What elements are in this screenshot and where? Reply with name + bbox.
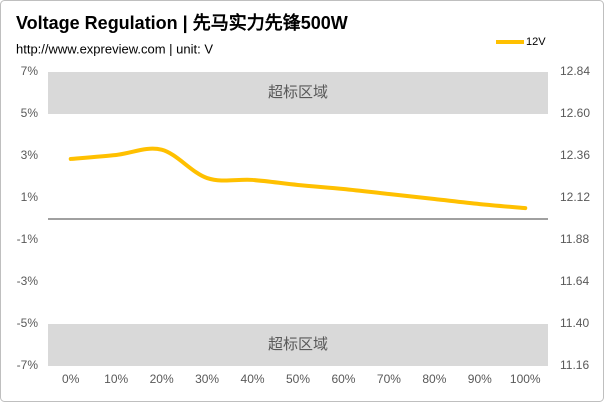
x-tick-label: 0% <box>62 372 80 386</box>
x-tick-label: 80% <box>422 372 446 386</box>
x-tick-label: 100% <box>510 372 541 386</box>
y-tick-label: -7% <box>17 358 39 372</box>
band-label: 超标区域 <box>268 336 328 353</box>
x-tick-label: 90% <box>468 372 492 386</box>
out-of-range-band <box>48 324 548 366</box>
series-line <box>68 146 528 211</box>
y-tick-label: -1% <box>17 232 39 246</box>
y2-tick-label: 11.16 <box>560 358 589 372</box>
x-tick-label: 10% <box>104 372 128 386</box>
band-label: 超标区域 <box>268 84 328 101</box>
y-tick-label: 3% <box>21 148 39 162</box>
x-tick-label: 60% <box>331 372 355 386</box>
y-tick-label: -3% <box>17 274 39 288</box>
y2-tick-label: 12.60 <box>560 106 590 120</box>
y2-tick-label: 11.40 <box>560 316 589 330</box>
x-tick-label: 30% <box>195 372 219 386</box>
y2-tick-label: 11.88 <box>560 232 589 246</box>
legend-label: 12V <box>526 36 546 48</box>
y-tick-label: -5% <box>17 316 39 330</box>
y2-tick-label: 12.84 <box>560 64 590 78</box>
y2-tick-label: 11.64 <box>560 274 589 288</box>
chart-title: Voltage Regulation | 先马实力先锋500W <box>16 12 348 33</box>
out-of-range-band <box>48 72 548 114</box>
x-tick-label: 70% <box>377 372 401 386</box>
y2-tick-label: 12.36 <box>560 148 590 162</box>
chart-subtitle: http://www.expreview.com | unit: V <box>16 41 213 56</box>
y-tick-label: 7% <box>21 64 39 78</box>
x-tick-label: 40% <box>241 372 265 386</box>
y2-tick-label: 12.12 <box>560 190 590 204</box>
y-tick-label: 5% <box>21 106 39 120</box>
x-tick-label: 50% <box>286 372 310 386</box>
y-tick-label: 1% <box>21 190 39 204</box>
x-tick-label: 20% <box>150 372 174 386</box>
